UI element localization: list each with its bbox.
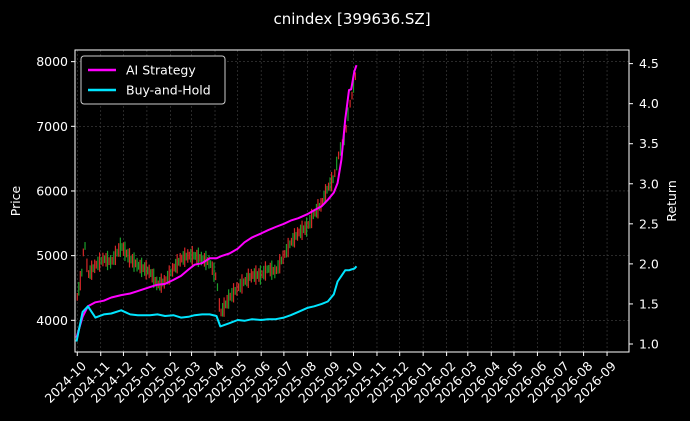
chart-title: cnindex [399636.SZ] [273,10,430,28]
legend-label-buy-and-hold: Buy-and-Hold [126,83,211,98]
y-tick-label: 7000 [36,119,68,134]
plot-frame [74,49,630,353]
return-series [75,64,358,342]
y2-tick-label: 3.5 [639,136,659,151]
y-tick-label: 5000 [36,248,68,263]
series-line-buy-and-hold [75,265,358,342]
y2-tick-label: 4.5 [639,56,659,71]
x-axis: 2024-102024-112024-122025-012025-022025-… [42,352,619,406]
legend-label-ai-strategy: AI Strategy [126,63,196,78]
y2-tick-label: 3.0 [639,176,659,191]
y-axis-left: 4000 5000 6000 7000 8000 [36,54,75,328]
y-axis-label: Price [8,185,23,216]
y-tick-label: 8000 [36,54,68,69]
legend-box [80,55,226,105]
series-line-ai-strategy [75,64,358,338]
y2-tick-label: 4.0 [639,96,659,111]
y2-tick-label: 1.0 [639,336,659,351]
y-axis-right: 1.0 1.5 2.0 2.5 3.0 3.5 4.0 4.5 [629,56,659,351]
y-tick-label: 4000 [36,313,68,328]
price-series [76,72,357,317]
y2-axis-label: Return [664,180,679,221]
y-tick-label: 6000 [36,183,68,198]
legend: AI Strategy Buy-and-Hold [80,55,226,105]
y2-tick-label: 2.0 [639,256,659,271]
y2-tick-label: 1.5 [639,296,659,311]
y2-tick-label: 2.5 [639,216,659,231]
